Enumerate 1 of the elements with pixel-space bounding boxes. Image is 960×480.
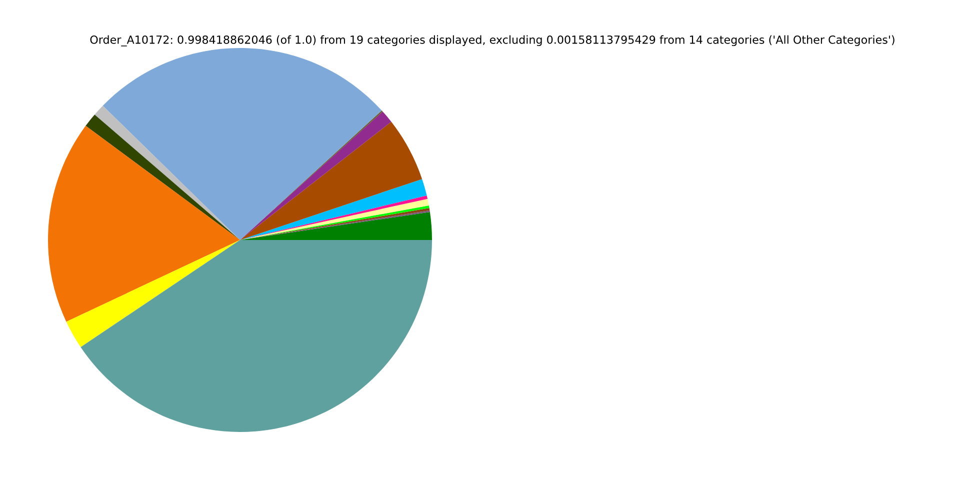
text: Order_A10172: 0.998418862046 (of 1.0) from 19 categories displayed, excluding 0.00158113795429 from 14 categories ('All Other Categories') — [90, 35, 894, 46]
